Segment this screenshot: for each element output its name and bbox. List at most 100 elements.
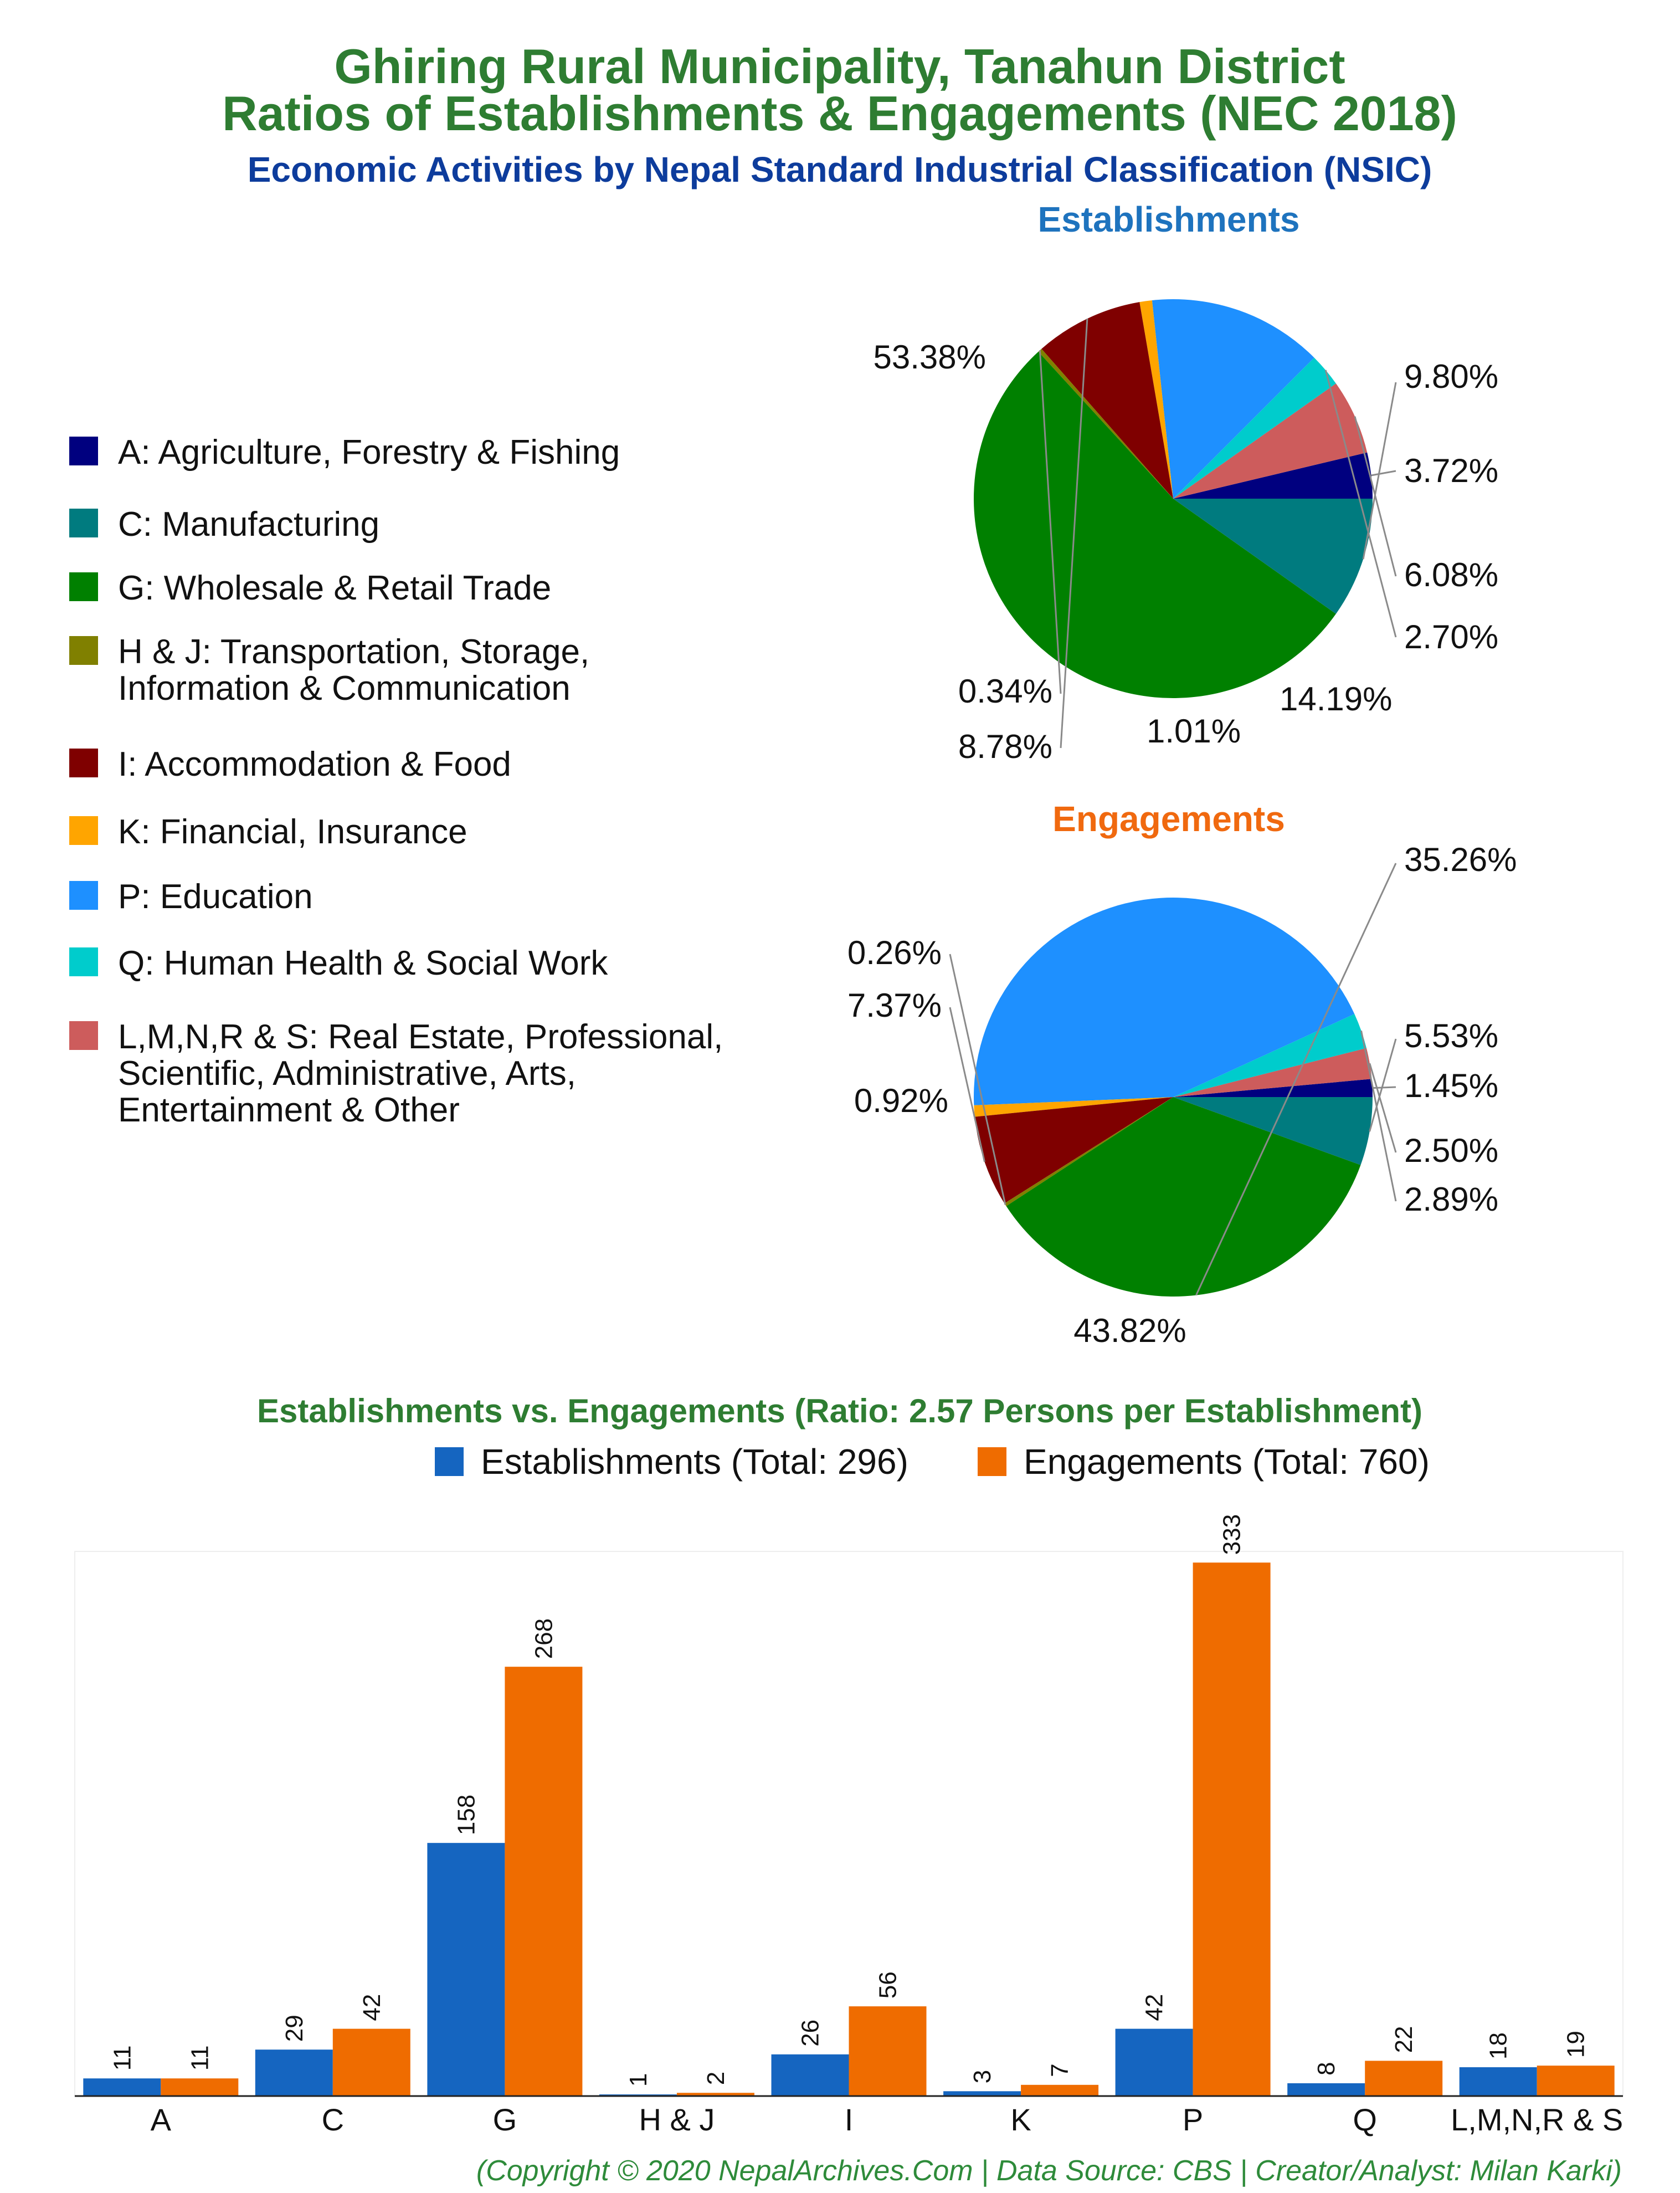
establishments-slice-hj <box>1038 349 1173 499</box>
legend-label-a: A: Agriculture, Forestry & Fishing <box>118 433 620 472</box>
engagements-value-label-1: 42 <box>358 1994 386 2021</box>
legend-label-k: K: Financial, Insurance <box>118 813 467 851</box>
establishments-pct-label-g: 53.38% <box>874 339 987 376</box>
legend-swatch-g <box>69 572 98 601</box>
establishments-pct-label-p: 14.19% <box>1280 680 1393 718</box>
engagements-value-label-5: 7 <box>1046 2063 1073 2077</box>
establishments-pct-label-hj: 0.34% <box>958 673 1052 710</box>
legend-label-hj: H & J: Transportation, Storage, <box>118 633 589 671</box>
engagements-slice-k <box>974 1097 1173 1117</box>
establishments-value-label-2: 158 <box>453 1795 480 1835</box>
establishments-value-label-7: 8 <box>1313 2062 1340 2075</box>
engagements-leader-g <box>1195 863 1397 1296</box>
legend-swatch-lmnrs <box>69 1021 98 1050</box>
legend-swatch-q <box>69 947 98 976</box>
establishments-bar-1 <box>255 2049 333 2096</box>
legend-swatch-k <box>69 816 98 845</box>
x-tick-label-0: A <box>151 2102 172 2137</box>
establishments-pct-label-k: 1.01% <box>1147 713 1241 750</box>
category-legend: A: Agriculture, Forestry & Fishing C: Man… <box>69 433 723 1129</box>
bar-legend-swatch-1 <box>978 1447 1006 1476</box>
establishments-leader-a <box>1371 470 1396 476</box>
bar-legend-label-0: Establishments (Total: 296) <box>481 1442 908 1482</box>
establishments-slice-i <box>1041 302 1173 499</box>
bar-legend: Establishments (Total: 296) Engagements (… <box>435 1442 1430 1482</box>
engagements-leader-i <box>949 1007 985 1162</box>
engagements-value-label-3: 2 <box>702 2072 729 2085</box>
establishments-bar-7 <box>1287 2083 1365 2096</box>
establishments-slice-q <box>1173 357 1336 499</box>
engagements-bar-4 <box>849 2006 927 2096</box>
legend-label-i: I: Accommodation & Food <box>118 745 511 783</box>
legend-label-p: P: Education <box>118 878 313 916</box>
establishments-bar-2 <box>427 1843 505 2096</box>
x-tick-label-2: G <box>493 2102 517 2137</box>
legend-label-hj: Information & Communication <box>118 669 571 708</box>
engagements-slice-a <box>1173 1079 1373 1097</box>
engagements-leader-c <box>1369 1038 1397 1132</box>
engagements-pct-label-hj: 0.26% <box>847 934 942 971</box>
engagements-slice-g <box>1006 1097 1361 1297</box>
engagements-pie: 1.45% 2.50% 2.89% 43.82% 0.92% 7.37% 0.26% 35.2… <box>847 841 1517 1349</box>
x-tick-label-5: K <box>1010 2102 1031 2137</box>
bar-chart-title: Establishments vs. Engagements (Ratio: 2… <box>257 1392 1422 1429</box>
engagements-value-label-7: 22 <box>1390 2026 1417 2053</box>
legend-label-lmnrs: Scientific, Administrative, Arts, <box>118 1054 576 1093</box>
establishments-bar-5 <box>943 2091 1021 2096</box>
engagements-slice-q <box>1173 1014 1366 1097</box>
engagements-value-label-2: 268 <box>530 1618 557 1659</box>
establishments-pct-label-lmnrs: 6.08% <box>1404 556 1498 593</box>
bar-legend-label-1: Engagements (Total: 760) <box>1024 1442 1430 1482</box>
establishments-pct-label-q: 2.70% <box>1404 618 1498 655</box>
establishments-slice-p <box>1152 299 1314 499</box>
establishments-bar-4 <box>771 2054 849 2096</box>
establishments-bar-0 <box>83 2078 161 2096</box>
establishments-pie-title: Establishments <box>1037 199 1299 239</box>
footer-credit: (Copyright © 2020 NepalArchives.Com | Da… <box>476 2155 1622 2187</box>
establishments-pct-label-i: 8.78% <box>958 728 1052 765</box>
engagements-bar-1 <box>332 2028 410 2096</box>
establishments-value-label-4: 26 <box>797 2020 824 2047</box>
establishments-bar-8 <box>1459 2067 1537 2096</box>
establishments-slice-g <box>973 351 1336 699</box>
engagements-leader-q <box>1360 1031 1397 1202</box>
establishments-bar-6 <box>1115 2028 1193 2096</box>
chart-subtitle: Economic Activities by Nepal Standard In… <box>248 150 1432 189</box>
chart-title-line1: Ghiring Rural Municipality, Tanahun Dist… <box>334 39 1345 94</box>
engagements-pct-label-i: 7.37% <box>847 987 942 1024</box>
x-tick-label-8: L,M,N,R & S <box>1451 2102 1623 2137</box>
engagements-bar-0 <box>161 2078 239 2096</box>
engagements-pct-label-c: 5.53% <box>1404 1017 1498 1054</box>
engagements-pie-title: Engagements <box>1052 799 1285 839</box>
establishments-value-label-3: 1 <box>625 2073 652 2087</box>
legend-swatch-i <box>69 749 98 777</box>
x-tick-label-1: C <box>322 2102 344 2137</box>
establishments-pie: 3.72% 6.08% 2.70% 14.19% 1.01% 8.78% 0.34% 53.3… <box>874 299 1498 765</box>
establishments-pct-label-a: 3.72% <box>1404 452 1498 489</box>
engagements-slice-hj <box>1004 1097 1173 1206</box>
engagements-bar-8 <box>1537 2066 1615 2096</box>
engagements-bar-3 <box>676 2093 754 2096</box>
x-tick-label-6: P <box>1183 2102 1203 2137</box>
establishments-value-label-8: 18 <box>1485 2032 1512 2059</box>
engagements-bar-2 <box>505 1667 583 2096</box>
establishments-leader-i <box>1060 319 1088 749</box>
legend-label-lmnrs: Entertainment & Other <box>118 1091 460 1129</box>
engagements-pct-label-q: 2.89% <box>1404 1181 1498 1218</box>
establishments-slice-a <box>1173 452 1373 499</box>
engagements-bar-6 <box>1193 1562 1271 2096</box>
engagements-leader-lmnrs <box>1369 1063 1397 1153</box>
engagements-bar-5 <box>1021 2084 1099 2096</box>
engagements-pct-label-lmnrs: 2.50% <box>1404 1132 1498 1169</box>
engagements-value-label-6: 333 <box>1219 1514 1246 1555</box>
establishments-value-label-5: 3 <box>969 2070 996 2083</box>
x-tick-label-7: Q <box>1353 2102 1377 2137</box>
establishments-leader-q <box>1324 370 1397 638</box>
establishments-value-label-0: 11 <box>109 2046 136 2071</box>
engagements-bar-7 <box>1365 2061 1443 2096</box>
establishments-leader-hj <box>1039 350 1062 694</box>
engagements-leader-hj <box>949 954 1006 1205</box>
establishments-slice-k <box>1139 300 1173 499</box>
x-tick-label-4: I <box>845 2102 854 2137</box>
